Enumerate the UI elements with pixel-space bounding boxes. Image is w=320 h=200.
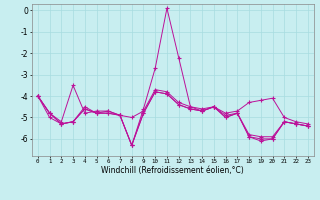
X-axis label: Windchill (Refroidissement éolien,°C): Windchill (Refroidissement éolien,°C) bbox=[101, 166, 244, 175]
